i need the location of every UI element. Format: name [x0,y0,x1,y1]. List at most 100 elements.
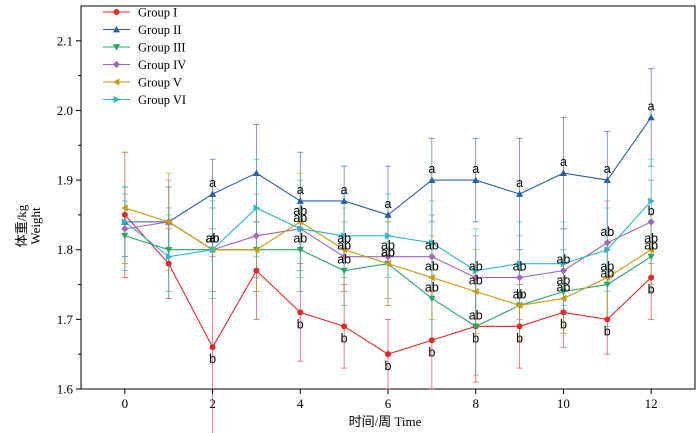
group-iv-marker [252,232,261,240]
group-vi-marker [253,204,261,212]
group-i-significance-label: b [516,331,523,345]
x-axis-title: 时间/周 Time [349,414,422,429]
group-ii-marker [647,113,655,121]
group-vi-marker [121,218,129,226]
legend-label: Group III [138,41,186,55]
group-v-marker [559,294,567,303]
group-i-marker [341,323,348,330]
group-ii-marker [428,176,436,183]
group-iv-marker [647,218,655,226]
legend-label: Group II [138,23,181,37]
legend-label: Group I [138,6,177,20]
group-iii-marker [296,246,304,254]
group-iii-marker [121,232,129,240]
group-ii-significance-label: a [472,162,479,176]
group-ii-significance-label: a [560,155,567,169]
axes: 0 2 4 6 8 10 12 1.6 1.7 1.8 1.9 2.0 2.1 [57,33,658,411]
group-i-marker [165,260,172,267]
group-ii-marker [384,211,392,218]
group-i-marker [121,211,128,218]
group-vi-marker [472,267,480,275]
group-v-significance-label: ab [381,246,395,260]
legend-item-group-iii: Group III [103,41,186,55]
group-v-significance-label: ab [425,260,439,274]
group-ii-significance-label: a [648,99,655,113]
group-iv-significance-label: ab [513,260,527,274]
legend-marker [112,78,120,86]
group-v-marker [472,287,479,296]
y-axis-title-line1: 体重/kg [14,204,29,247]
group-v-significance-label: ab [337,232,351,246]
group-v-marker [428,273,435,282]
group-vi-marker [297,225,304,233]
legend-item-group-iv: Group IV [103,58,186,72]
legend-label: Group VI [138,93,186,107]
group-iii-significance-label: a [209,232,216,246]
x-tick-label: 8 [472,396,479,411]
group-i-significance-label: b [648,283,655,297]
group-iii-marker [603,281,611,289]
group-i-significance-label: b [341,331,348,345]
group-iii-marker [428,295,436,303]
group-v-significance-label: ab [644,232,658,246]
group-iv-marker [472,273,480,282]
group-vi-marker [604,246,611,254]
group-vi-marker [385,232,392,240]
group-iii-significance-label: ab [600,267,614,281]
group-ii-significance-label: a [604,162,611,176]
group-i-significance-label: b [604,324,611,338]
y-tick-label: 1.6 [57,382,74,397]
group-i-significance-label: b [472,331,479,345]
group-iii-marker [340,267,348,275]
group-ii-significance-label: a [297,183,304,197]
group-i-marker [209,344,216,351]
group-iii-marker [165,246,173,254]
group-i-significance-label: b [560,317,567,331]
group-ii-marker [472,176,480,183]
group-iv-marker [121,225,129,233]
group-i-marker [297,309,304,316]
x-tick-label: 10 [557,396,570,411]
group-iv-significance-label: ab [425,239,439,253]
y-axis-title: 体重/kg Weight [14,204,43,247]
group-v-marker [603,273,611,282]
group-iv-marker [384,253,392,261]
group-v-marker [296,218,304,226]
group-ii-significance-label: a [516,176,523,190]
group-iv-significance-label: ab [556,253,570,267]
group-ii-significance-label: a [209,176,216,190]
group-i-marker [648,274,655,281]
group-ii-marker [603,176,611,183]
legend-marker [112,44,121,51]
group-iv-marker [603,239,611,247]
group-ii-marker [515,190,524,197]
group-ii-marker [296,197,304,204]
group-iv-marker [428,253,436,261]
group-i-significance-label: b [297,317,304,331]
group-v-significance-label: ab [293,204,307,218]
group-v-marker [121,204,128,212]
group-iii-significance-label: ab [513,287,527,301]
group-v-marker [252,246,260,254]
group-iv-significance-label: b [648,204,655,218]
group-i-significance-label: b [428,345,435,359]
group-v-marker [165,218,172,226]
group-i-significance-label: b [385,359,392,373]
group-vi-marker [648,197,655,205]
x-tick-label: 2 [209,396,216,411]
group-vi-marker [209,246,217,254]
group-i-significance-label: b [209,352,216,366]
group-iii-significance-label: ab [556,274,570,288]
y-tick-label: 1.7 [57,312,74,327]
group-iii-marker [472,323,480,330]
legend-item-group-ii: Group II [103,23,181,37]
legend-marker [113,95,121,104]
group-ii-marker [252,169,261,177]
group-v-significance-label: ab [469,274,483,288]
group-vi-marker [516,260,524,268]
group-i-marker [560,309,567,316]
group-i-marker [604,316,611,323]
group-iii-significance-label: ab [337,253,351,267]
